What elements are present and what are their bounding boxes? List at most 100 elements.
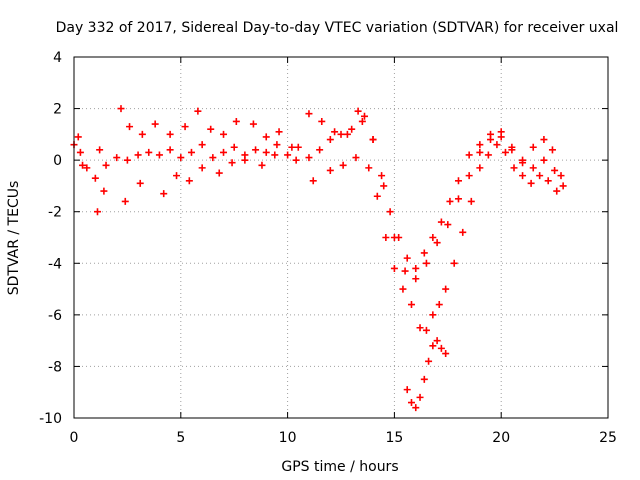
y-tick-label: -10 [39, 411, 62, 427]
data-point [380, 182, 388, 190]
data-point [416, 393, 424, 401]
data-point [284, 151, 292, 159]
y-axis-label: SDTVAR / TECUs [6, 181, 22, 296]
data-point [309, 177, 317, 185]
data-point [454, 195, 462, 203]
data-point [230, 143, 238, 151]
y-tick-label: 0 [53, 153, 62, 169]
data-point [459, 228, 467, 236]
data-point [467, 197, 475, 205]
data-point [123, 156, 131, 164]
data-point [425, 357, 433, 365]
data-point [93, 208, 101, 216]
data-point [83, 164, 91, 172]
data-point [519, 156, 527, 164]
data-points [70, 105, 567, 412]
y-tick-label: -2 [48, 205, 62, 221]
data-point [331, 128, 339, 136]
data-point [382, 234, 390, 241]
data-point [386, 208, 394, 216]
data-point [465, 151, 473, 159]
data-point [433, 337, 441, 345]
data-point [536, 172, 544, 180]
data-point [185, 177, 193, 185]
x-tick-label: 10 [279, 430, 297, 446]
data-point [155, 151, 163, 159]
data-point [194, 107, 202, 115]
data-point [271, 151, 279, 159]
data-point [166, 130, 174, 138]
data-point [209, 154, 217, 162]
data-point [228, 159, 236, 167]
data-point [399, 285, 407, 293]
data-point [177, 154, 185, 162]
data-point [422, 259, 430, 267]
chart-title: Day 332 of 2017, Sidereal Day-to-day VTE… [56, 20, 619, 36]
data-point [378, 172, 386, 180]
plot-frame [73, 56, 609, 419]
data-point [529, 164, 537, 172]
data-point [138, 130, 146, 138]
data-point [273, 141, 281, 149]
data-point [262, 148, 270, 156]
data-point [249, 120, 257, 128]
data-point [416, 324, 424, 332]
data-point [487, 130, 495, 138]
data-point [510, 164, 518, 172]
data-point [412, 404, 420, 412]
data-point [343, 130, 351, 138]
data-point [437, 344, 445, 352]
data-point [390, 264, 398, 272]
data-point [454, 177, 462, 185]
data-point [337, 130, 345, 138]
x-axis-label: GPS time / hours [281, 459, 398, 475]
data-point [429, 311, 437, 319]
x-tick-label: 5 [176, 430, 185, 446]
data-point [395, 234, 403, 241]
data-point [465, 172, 473, 180]
data-point [529, 143, 537, 151]
data-point [446, 197, 454, 205]
data-point [519, 172, 527, 180]
data-point [166, 146, 174, 154]
data-point [220, 130, 228, 138]
data-point [352, 154, 360, 162]
data-point [96, 146, 104, 154]
data-point [429, 234, 437, 241]
data-point [557, 172, 565, 180]
data-point [102, 161, 110, 169]
data-point [160, 190, 168, 198]
data-point [74, 133, 82, 141]
data-point [407, 399, 415, 407]
x-axis-ticks: 0 5 10 15 20 25 [70, 57, 617, 446]
data-point [79, 161, 87, 169]
data-point [339, 161, 347, 169]
data-point [527, 179, 535, 187]
data-point [198, 164, 206, 172]
y-tick-label: 4 [53, 50, 62, 66]
data-point [412, 275, 420, 283]
data-point [126, 123, 134, 131]
data-point [476, 164, 484, 172]
data-point [198, 141, 206, 149]
data-point [326, 136, 334, 144]
data-point [559, 182, 567, 190]
data-point [252, 146, 260, 154]
data-point [476, 148, 484, 156]
data-point [187, 148, 195, 156]
data-point [422, 326, 430, 334]
data-point [220, 148, 228, 156]
data-point [476, 141, 484, 149]
data-point [497, 128, 505, 136]
data-series [79, 141, 561, 334]
data-point [442, 350, 450, 358]
data-point [435, 301, 443, 309]
data-point [373, 192, 381, 200]
data-point [365, 164, 373, 172]
y-tick-label: 2 [53, 102, 62, 118]
data-point [215, 169, 223, 177]
y-axis-ticks: -10 -8 -6 -4 -2 0 2 4 [39, 50, 608, 427]
data-point [318, 117, 326, 125]
data-point [407, 301, 415, 309]
